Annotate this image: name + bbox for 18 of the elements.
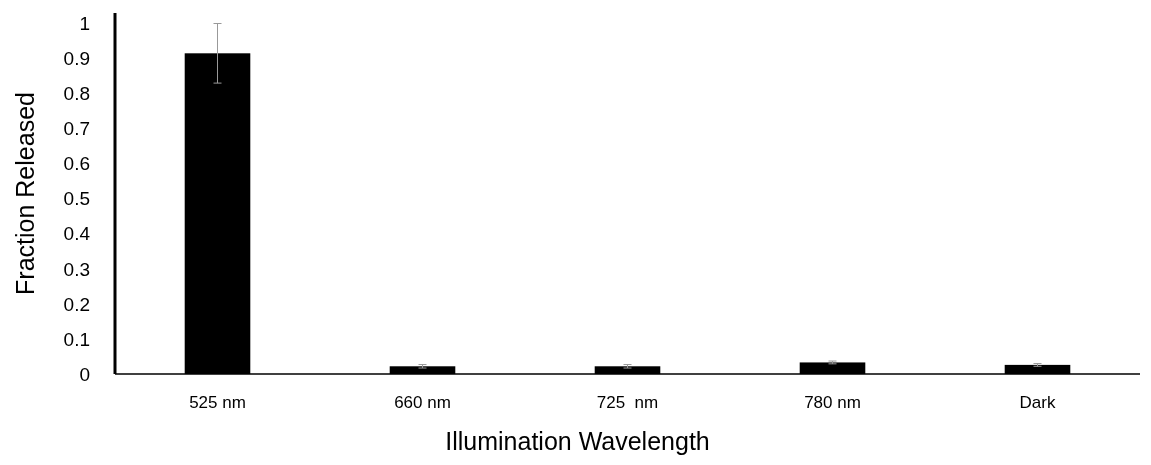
y-tick-label: 0.6 [63, 153, 90, 175]
y-tick-label: 0.8 [63, 83, 90, 105]
y-tick-label: 0.3 [63, 258, 90, 280]
y-tick-label: 1 [79, 13, 90, 35]
x-tick-label: 660 nm [394, 393, 451, 412]
y-tick-label: 0 [79, 363, 90, 385]
x-tick-label: 780 nm [804, 393, 861, 412]
y-axis-title: Fraction Released [11, 92, 39, 295]
y-tick-label: 0.9 [63, 48, 90, 70]
y-tick-label: 0.2 [63, 293, 90, 315]
x-tick-label: 725 nm [596, 393, 659, 412]
y-tick-label: 0.5 [63, 188, 90, 210]
x-tick-label: Dark [1019, 393, 1056, 412]
y-tick-label: 0.4 [63, 223, 91, 245]
x-axis-title: Illumination Wavelength [445, 427, 710, 455]
x-tick-label: 525 nm [189, 393, 246, 412]
y-tick-label: 0.7 [63, 118, 90, 140]
y-tick-label: 0.1 [63, 328, 90, 350]
